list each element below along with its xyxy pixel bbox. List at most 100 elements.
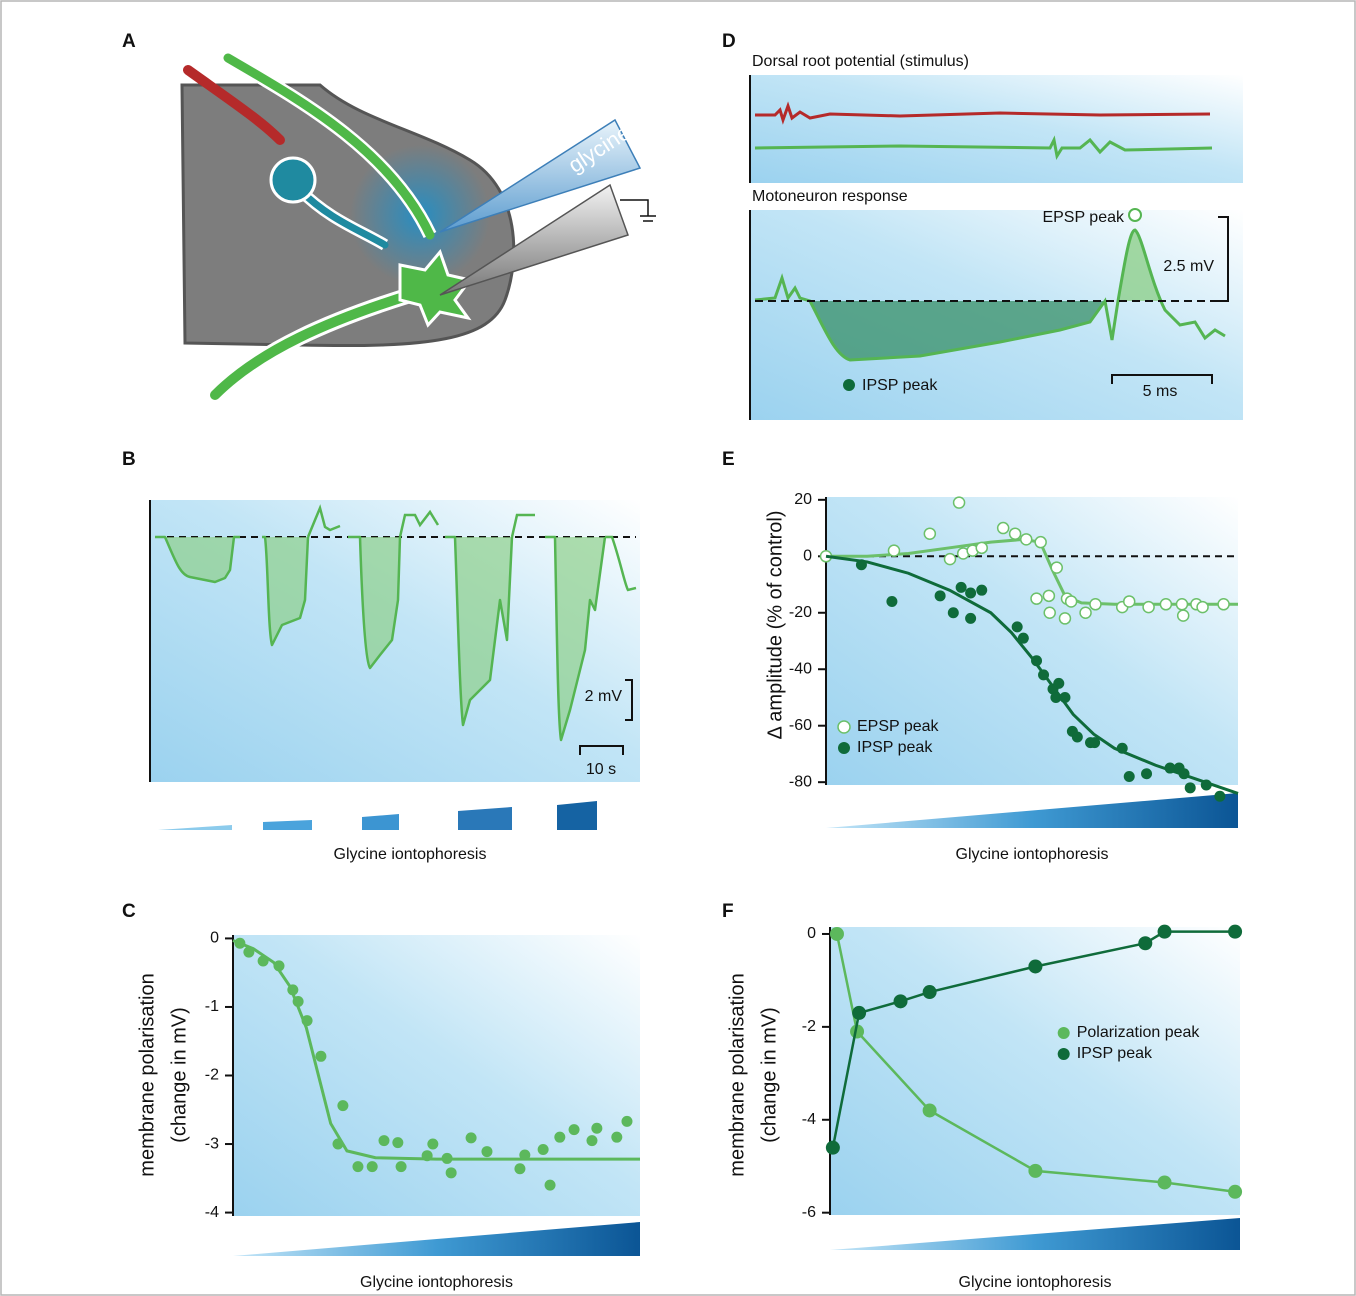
trace <box>348 535 402 670</box>
data-point <box>621 1115 633 1127</box>
recording-pipette <box>439 183 629 296</box>
y-tick-label: -4 <box>802 1111 816 1128</box>
data-point <box>568 1124 580 1136</box>
data-point <box>1089 737 1101 749</box>
data-point <box>1028 959 1043 974</box>
data-point <box>1138 936 1153 951</box>
data-point <box>392 1137 404 1149</box>
y-axis-label: Δ amplitude (% of control) <box>764 510 786 739</box>
x-axis-label: Glycine iontophoresis <box>360 1274 513 1291</box>
data-point <box>1017 632 1029 644</box>
data-point <box>1178 768 1190 780</box>
data-point <box>1008 527 1022 540</box>
data-point <box>1176 609 1190 622</box>
y-tick-label: -20 <box>789 604 812 621</box>
data-point <box>887 544 901 557</box>
y-tick-label: -2 <box>802 1018 816 1035</box>
data-point <box>1053 677 1065 689</box>
trace <box>510 513 535 538</box>
data-point <box>1123 771 1135 783</box>
scale-bar <box>625 679 633 721</box>
y-tick-label: -4 <box>205 1204 219 1221</box>
data-point <box>922 985 937 1000</box>
annotation: EPSP peak <box>1042 209 1125 226</box>
panel-d: D Dorsal root potential (stimulus) Moton… <box>722 31 1243 420</box>
y-axis-label: membrane polarisation <box>726 973 748 1176</box>
panel-a: A glycine <box>122 31 656 401</box>
data-point <box>315 1050 327 1062</box>
trace <box>605 535 637 592</box>
glycine-pipette <box>439 118 642 233</box>
panel-letter: F <box>722 901 734 922</box>
x-axis-label: Glycine iontophoresis <box>334 846 487 863</box>
data-point <box>1200 779 1212 791</box>
data-point <box>1058 612 1072 625</box>
data-point <box>243 946 255 958</box>
panel-letter: C <box>122 901 136 922</box>
motoneuron-axon <box>210 290 415 400</box>
stimulus-trace <box>755 101 1211 125</box>
data-point <box>1142 600 1155 614</box>
data-point <box>591 1122 603 1134</box>
data-point <box>1122 595 1136 608</box>
data-point <box>537 1144 549 1156</box>
scale-label: 10 s <box>586 761 616 778</box>
data-point <box>554 1131 566 1143</box>
motoneuron <box>398 249 473 328</box>
y-axis-label: (change in mV) <box>758 1007 780 1143</box>
legend-label: IPSP peak <box>1077 1045 1153 1062</box>
data-point <box>829 926 844 941</box>
data-point <box>234 937 246 949</box>
trace <box>306 504 341 538</box>
data-point <box>332 1138 344 1150</box>
legend-label: Polarization peak <box>1077 1024 1201 1041</box>
data-point <box>952 496 966 509</box>
data-point <box>1196 600 1209 614</box>
data-point <box>1019 533 1033 546</box>
trace <box>262 535 310 647</box>
data-point <box>445 1167 457 1179</box>
data-point <box>893 994 908 1009</box>
data-point <box>586 1135 598 1147</box>
y-tick-label: 0 <box>803 548 812 565</box>
data-point <box>292 995 304 1007</box>
y-axis-label: membrane polarisation <box>136 973 158 1176</box>
data-point <box>1043 606 1056 620</box>
data-point <box>1050 561 1063 574</box>
data-point <box>1064 595 1078 608</box>
data-point <box>1038 669 1050 681</box>
data-point <box>1050 691 1062 703</box>
data-point <box>1011 621 1023 633</box>
dose-wedge <box>362 814 399 830</box>
section-title: Dorsal root potential (stimulus) <box>752 53 969 70</box>
dose-wedge <box>557 801 597 830</box>
y-tick-label: -60 <box>789 717 812 734</box>
legend-label: EPSP peak <box>857 718 940 735</box>
data-point <box>352 1161 364 1173</box>
data-point <box>273 960 285 972</box>
data-point <box>934 590 946 602</box>
data-point <box>996 521 1010 535</box>
response-trace <box>754 228 1226 362</box>
fiber-red <box>183 65 285 145</box>
data-point <box>366 1161 378 1173</box>
data-point <box>1157 924 1172 939</box>
y-tick-label: -3 <box>205 1135 219 1152</box>
data-point <box>395 1161 407 1173</box>
data-point <box>1071 731 1083 743</box>
panel-letter: E <box>722 449 735 470</box>
ipsp-marker <box>843 379 855 391</box>
scale-label: 2 mV <box>585 688 623 705</box>
y-tick-label: -1 <box>205 998 219 1015</box>
data-point <box>922 1103 937 1118</box>
data-point <box>1157 1175 1172 1190</box>
data-point <box>337 1100 349 1112</box>
trace-background <box>750 75 1243 183</box>
data-point <box>301 1015 313 1027</box>
y-tick-label: -40 <box>789 660 812 677</box>
epsp-marker <box>1128 208 1142 222</box>
trace <box>545 535 607 742</box>
y-tick-label: -80 <box>789 773 812 790</box>
